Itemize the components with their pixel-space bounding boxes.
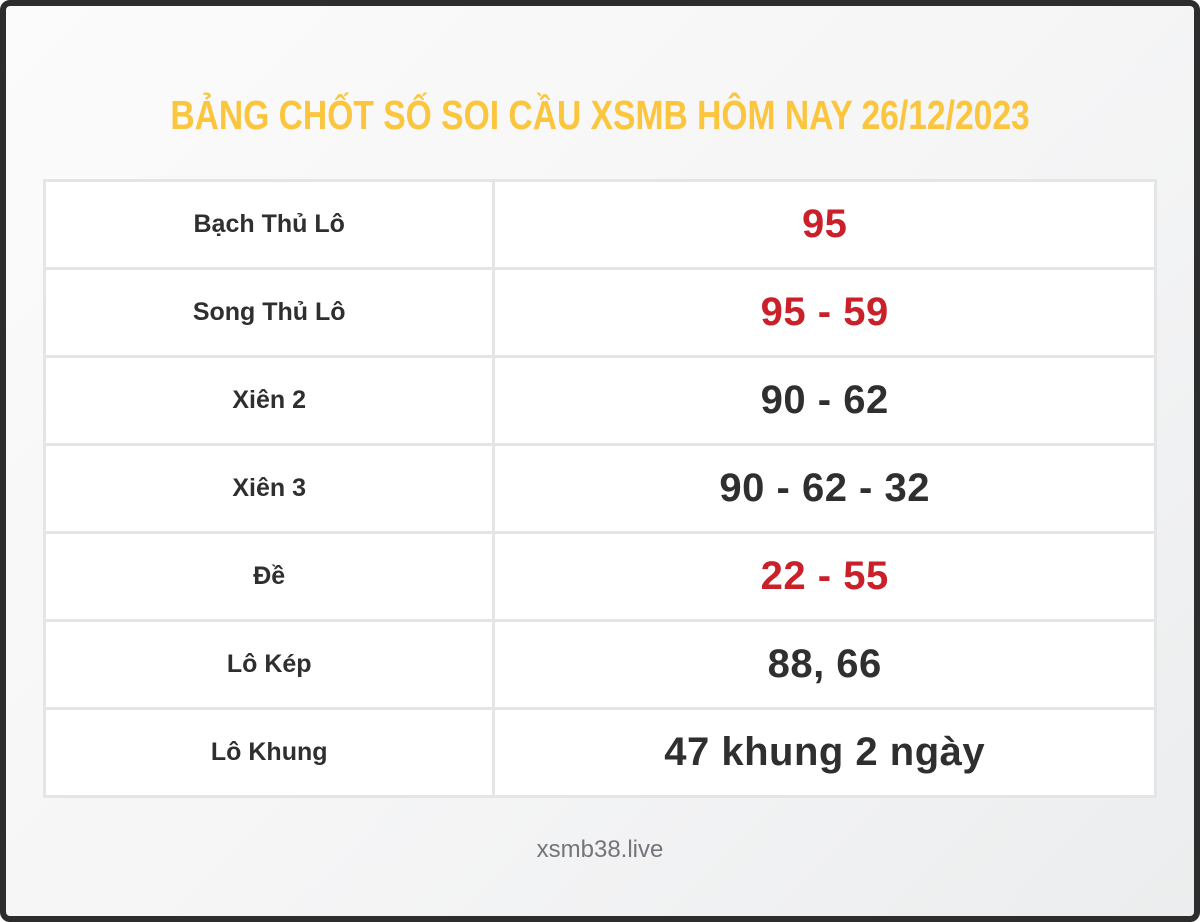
row-label: Đề (42, 531, 496, 623)
row-label: Xiên 2 (42, 355, 496, 447)
row-value: 90 - 62 (492, 355, 1157, 447)
row-value: 95 (492, 179, 1157, 271)
page-title-text: BẢNG CHỐT SỐ SOI CẦU XSMB HÔM NAY 26/12/… (170, 92, 1030, 138)
row-label: Bạch Thủ Lô (42, 179, 496, 271)
prediction-table-body: Bạch Thủ Lô 95 Song Thủ Lô 95 - 59 Xiên … (42, 179, 1157, 799)
row-label: Xiên 3 (42, 443, 496, 535)
table-row: Bạch Thủ Lô 95 (42, 179, 1157, 271)
row-value: 47 khung 2 ngày (492, 707, 1157, 799)
table-row: Lô Khung 47 khung 2 ngày (42, 707, 1157, 799)
row-value: 95 - 59 (492, 267, 1157, 359)
row-label: Lô Kép (42, 619, 496, 711)
table-row: Lô Kép 88, 66 (42, 619, 1157, 711)
table-row: Xiên 3 90 - 62 - 32 (42, 443, 1157, 535)
row-label: Lô Khung (42, 707, 496, 799)
page-title: BẢNG CHỐT SỐ SOI CẦU XSMB HÔM NAY 26/12/… (6, 92, 1194, 139)
prediction-table: Bạch Thủ Lô 95 Song Thủ Lô 95 - 59 Xiên … (42, 179, 1157, 799)
row-value: 90 - 62 - 32 (492, 443, 1157, 535)
table-row: Song Thủ Lô 95 - 59 (42, 267, 1157, 359)
table-row: Đề 22 - 55 (42, 531, 1157, 623)
row-value: 22 - 55 (492, 531, 1157, 623)
site-watermark: xsmb38.live (536, 836, 664, 864)
table-row: Xiên 2 90 - 62 (42, 355, 1157, 447)
row-value: 88, 66 (492, 619, 1157, 711)
row-label: Song Thủ Lô (42, 267, 496, 359)
